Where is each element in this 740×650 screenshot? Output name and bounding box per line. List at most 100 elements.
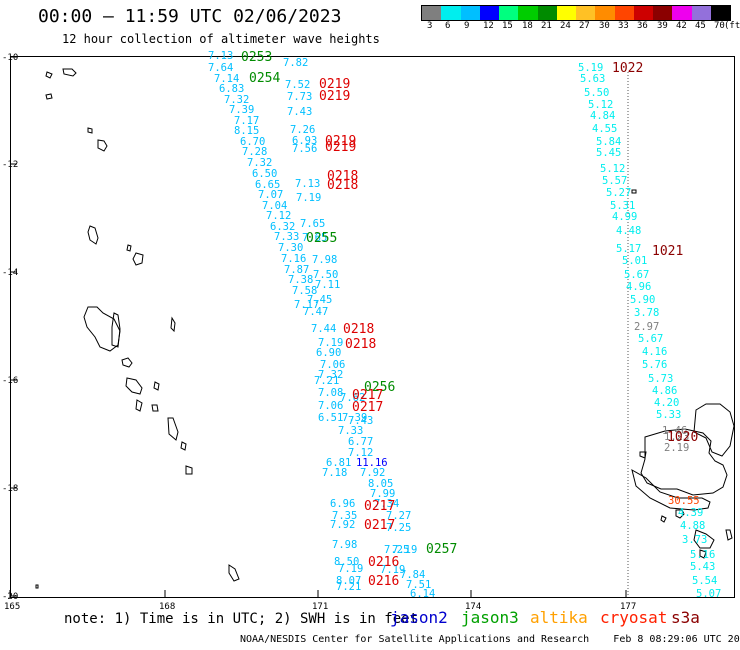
wave-height-label: 5.33 — [656, 409, 681, 421]
legend-label: 12 — [483, 21, 494, 31]
wave-height-label: 5.76 — [642, 359, 667, 371]
wave-height-label: 7.64 — [208, 62, 233, 74]
wave-height-label: 7.12 — [266, 210, 291, 222]
coastline — [97, 139, 108, 152]
wave-height-label: 7.21 — [336, 581, 361, 593]
satellite-legend-jason3: jason3 — [461, 608, 519, 627]
wave-height-label: 7.92 — [360, 467, 385, 479]
wave-height-label: 7.16 — [281, 253, 306, 265]
wave-height-label: 7.04 — [262, 200, 287, 212]
pass-time-label: 0217 — [364, 518, 395, 533]
wave-height-label: 7.98 — [332, 539, 357, 551]
legend-label: 3 — [427, 21, 433, 31]
legend-swatch — [499, 6, 519, 20]
wave-height-label: 7.52 — [285, 79, 310, 91]
wave-height-label: 4.96 — [626, 281, 651, 293]
wave-height-label: 5.67 — [638, 333, 663, 345]
coastline — [170, 316, 176, 333]
coastline — [111, 312, 121, 348]
wave-height-label: 7.43 — [348, 415, 373, 427]
wave-height-label: 4.88 — [680, 520, 705, 532]
legend-label: 33 — [618, 21, 629, 31]
wave-height-label: 7.92 — [330, 519, 355, 531]
wave-height-label: 4.39 — [678, 507, 703, 519]
lat-label: -16 — [2, 376, 18, 386]
wave-height-label: 7.33 — [338, 425, 363, 437]
page-title: 00:00 – 11:59 UTC 02/06/2023 — [38, 6, 342, 27]
wave-height-label: 7.12 — [348, 447, 373, 459]
wave-height-label: 7.19 — [296, 192, 321, 204]
legend-label: 36 — [637, 21, 648, 31]
wave-height-label: 8.07 — [336, 575, 361, 587]
legend-label: 18 — [522, 21, 533, 31]
wave-height-label: 7.33 — [274, 231, 299, 243]
wave-height-label: 7.17 — [234, 115, 259, 127]
wave-height-label: 7.25 — [386, 522, 411, 534]
legend-label: 39 — [657, 21, 668, 31]
legend-swatch — [614, 6, 634, 20]
wave-height-label: 5.90 — [630, 294, 655, 306]
legend-swatch — [710, 6, 730, 20]
coastline — [660, 515, 667, 523]
legend-label: 9 — [464, 21, 470, 31]
wave-height-label: 7.06 — [318, 400, 343, 412]
wave-height-label: 7.32 — [224, 94, 249, 106]
coastline — [153, 381, 160, 391]
wave-height-label: 4.99 — [612, 211, 637, 223]
pass-time-label: 0255 — [306, 231, 337, 246]
wave-height-label: 7.39 — [229, 104, 254, 116]
wave-height-label: 7.18 — [322, 467, 347, 479]
pass-time-label: 0216 — [368, 574, 399, 589]
lat-label: -10 — [2, 53, 18, 63]
wave-height-label: 7.65 — [300, 218, 325, 230]
wave-height-label: 6.70 — [240, 136, 265, 148]
credit-text: NOAA/NESDIS Center for Satellite Applica… — [240, 634, 590, 645]
wave-height-label: 5.67 — [624, 269, 649, 281]
wave-height-label: 5.73 — [648, 373, 673, 385]
wave-height-label: 7.43 — [287, 106, 312, 118]
wave-height-label: 7.62 — [340, 392, 365, 404]
coastline — [631, 468, 711, 511]
wave-height-label: 6.50 — [252, 168, 277, 180]
wave-height-label: 7.27 — [386, 510, 411, 522]
wave-height-label: 4.48 — [616, 225, 641, 237]
lat-label: -14 — [2, 268, 18, 278]
wave-height-label: 7.50 — [313, 269, 338, 281]
wave-height-label: 5.16 — [690, 549, 715, 561]
pass-time-label: 0219 — [325, 134, 356, 149]
coastline — [126, 244, 132, 252]
lon-label: 174 — [465, 602, 481, 612]
wave-height-label: 7.51 — [406, 579, 431, 591]
wave-height-label: 6.51 — [318, 412, 343, 424]
coastline — [639, 451, 647, 459]
wave-height-label: 7.87 — [284, 264, 309, 276]
legend-label: 15 — [502, 21, 513, 31]
wave-height-label: 6.77 — [348, 436, 373, 448]
legend-swatch — [518, 6, 538, 20]
coastline — [640, 428, 728, 496]
wave-height-label: 7.21 — [314, 375, 339, 387]
wave-height-label: 4.86 — [652, 385, 677, 397]
pass-time-label: 0218 — [327, 178, 358, 193]
coastline — [725, 529, 733, 541]
legend-label: 6 — [445, 21, 451, 31]
pass-time-label: 1022 — [612, 61, 643, 76]
wave-height-label: 7.82 — [283, 57, 308, 69]
wave-height-label: 7.84 — [400, 569, 425, 581]
coastline — [35, 584, 39, 589]
wave-height-label: 5.12 — [600, 163, 625, 175]
wave-height-label: 7.26 — [290, 124, 315, 136]
wave-height-label: 7.19 — [380, 564, 405, 576]
wave-height-label: 7.30 — [278, 242, 303, 254]
wave-height-label: 7.19 — [318, 337, 343, 349]
footer-note: note: 1) Time is in UTC; 2) SWH is in fe… — [64, 611, 419, 627]
coastline — [675, 509, 685, 519]
wave-height-label: 7.06 — [320, 359, 345, 371]
pass-time-label: 0217 — [352, 388, 383, 403]
pass-time-label: 0217 — [352, 400, 383, 415]
wave-height-label: 5.50 — [584, 87, 609, 99]
coastline — [180, 441, 187, 451]
legend-label: 24 — [560, 21, 571, 31]
wave-height-label: 7.47 — [303, 306, 328, 318]
